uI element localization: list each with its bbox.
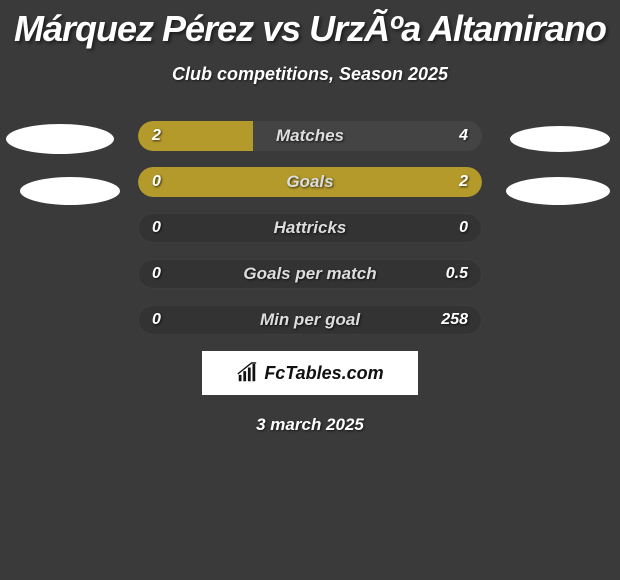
stat-label: Goals per match xyxy=(138,264,482,284)
stat-value-right: 258 xyxy=(441,311,468,329)
chart-icon xyxy=(236,362,258,384)
logo-text: FcTables.com xyxy=(264,363,383,384)
comparison-card: Márquez Pérez vs UrzÃºa Altamirano Club … xyxy=(0,0,620,435)
badge-right-2 xyxy=(506,177,610,205)
stats-area: 2Matches40Goals20Hattricks00Goals per ma… xyxy=(0,121,620,335)
badge-right-1 xyxy=(510,126,610,152)
stat-value-right: 2 xyxy=(459,173,468,191)
stat-row: 0Goals per match0.5 xyxy=(138,259,482,289)
page-title: Márquez Pérez vs UrzÃºa Altamirano xyxy=(0,8,620,50)
stat-row: 0Goals2 xyxy=(138,167,482,197)
stat-label: Hattricks xyxy=(138,218,482,238)
stat-value-right: 0.5 xyxy=(446,265,468,283)
stat-row: 2Matches4 xyxy=(138,121,482,151)
stat-label: Goals xyxy=(138,172,482,192)
badge-left-1 xyxy=(6,124,114,154)
stat-value-right: 0 xyxy=(459,219,468,237)
source-logo: FcTables.com xyxy=(202,351,418,395)
stat-label: Matches xyxy=(138,126,482,146)
stat-row: 0Min per goal258 xyxy=(138,305,482,335)
date-label: 3 march 2025 xyxy=(0,415,620,435)
badge-left-2 xyxy=(20,177,120,205)
stat-label: Min per goal xyxy=(138,310,482,330)
subtitle: Club competitions, Season 2025 xyxy=(0,64,620,85)
stat-row: 0Hattricks0 xyxy=(138,213,482,243)
stat-value-right: 4 xyxy=(459,127,468,145)
bars-container: 2Matches40Goals20Hattricks00Goals per ma… xyxy=(138,121,482,335)
